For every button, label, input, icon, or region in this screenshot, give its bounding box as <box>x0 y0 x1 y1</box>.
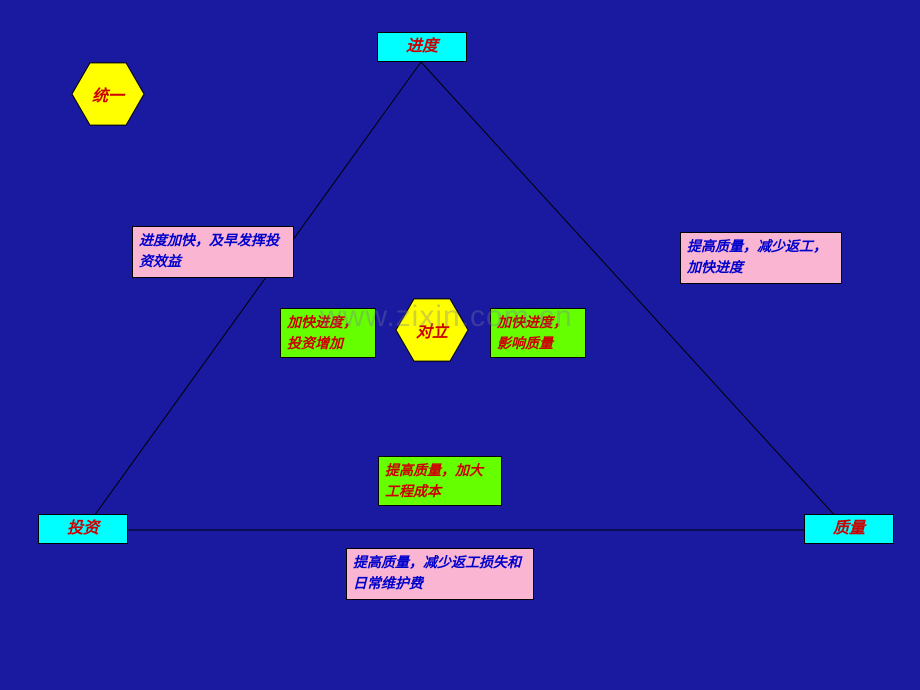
triangle-edge <box>84 62 421 530</box>
node-quality: 质量 <box>804 514 894 544</box>
note-green_right: 加快进度，影响质量 <box>490 308 586 358</box>
diagram-canvas: 统一对立 进度投资 质量 进度加快，及早发挥投资效益 提高质量，减少返工，加快进度提高质… <box>0 0 920 690</box>
node-progress: 进度 <box>377 32 467 62</box>
hexagon-label-unity: 统一 <box>72 58 144 130</box>
hexagon-label-opposition: 对立 <box>396 294 468 366</box>
note-green_left: 加快进度，投资增加 <box>280 308 376 358</box>
node-investment: 投资 <box>38 514 128 544</box>
note-pink_left: 进度加快，及早发挥投资效益 <box>132 226 294 278</box>
note-pink_right: 提高质量，减少返工，加快进度 <box>680 232 842 284</box>
note-pink_bottom: 提高质量，减少返工损失和日常维护费 <box>346 548 534 600</box>
note-green_bottom: 提高质量，加大工程成本 <box>378 456 502 506</box>
